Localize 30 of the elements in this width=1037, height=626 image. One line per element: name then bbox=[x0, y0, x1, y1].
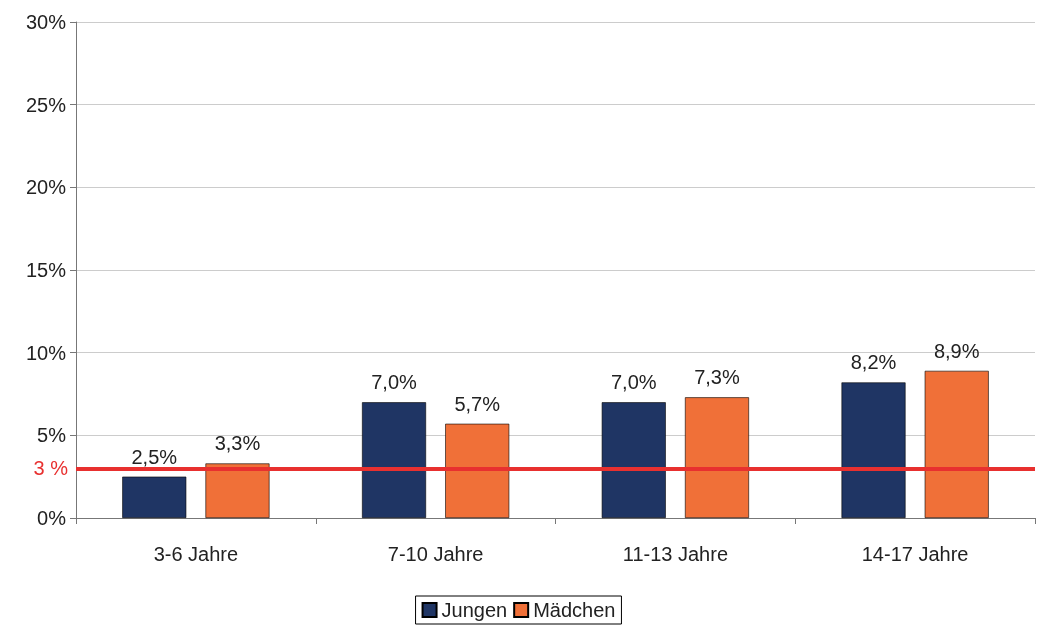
y-tick-label: 20% bbox=[25, 176, 67, 199]
x-tick-label: 11-13 Jahre bbox=[622, 543, 729, 565]
ref-line-label: 3 % bbox=[33, 457, 69, 480]
data-label: 7,0% bbox=[610, 371, 657, 394]
y-tick-label: 30% bbox=[25, 11, 67, 33]
y-tick-label: 15% bbox=[25, 259, 67, 281]
bar bbox=[122, 476, 187, 518]
legend-label: Jungen bbox=[441, 599, 508, 621]
y-tick-label: 0% bbox=[37, 507, 67, 529]
bar bbox=[445, 423, 510, 518]
y-tick-label: 5% bbox=[37, 424, 67, 447]
bar bbox=[924, 370, 989, 518]
x-tick-label: 7-10 Jahre bbox=[387, 543, 484, 565]
legend-label: Mädchen bbox=[533, 599, 616, 621]
bar bbox=[601, 402, 666, 518]
data-label: 8,9% bbox=[933, 339, 980, 362]
data-label: 7,0% bbox=[371, 371, 418, 394]
y-tick-label: 10% bbox=[25, 341, 67, 364]
bar bbox=[205, 463, 270, 518]
data-label: 8,2% bbox=[850, 351, 897, 374]
data-label: 7,3% bbox=[694, 366, 740, 389]
data-label: 2,5% bbox=[131, 445, 178, 468]
y-tick-label: 25% bbox=[25, 93, 67, 116]
x-tick-label: 14-17 Jahre bbox=[861, 543, 969, 565]
bar bbox=[362, 402, 427, 518]
x-tick-label: 3-6 Jahre bbox=[153, 543, 239, 565]
data-label: 5,7% bbox=[454, 392, 501, 415]
bar bbox=[684, 397, 749, 518]
bar bbox=[841, 382, 906, 518]
data-label: 3,3% bbox=[214, 432, 261, 455]
